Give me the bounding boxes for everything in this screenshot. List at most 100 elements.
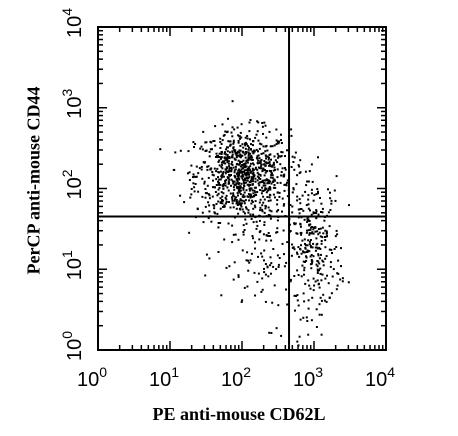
scatter-point: [262, 195, 265, 198]
scatter-point: [242, 210, 245, 213]
scatter-point: [318, 282, 320, 285]
scatter-point: [245, 174, 248, 177]
scatter-point: [304, 244, 307, 247]
scatter-point: [283, 253, 285, 256]
scatter-point: [269, 188, 272, 191]
scatter-point: [255, 227, 258, 230]
scatter-point: [251, 172, 254, 175]
scatter-point: [271, 176, 274, 179]
scatter-point: [277, 304, 280, 307]
scatter-point: [291, 205, 294, 208]
scatter-point: [284, 168, 287, 171]
scatter-point: [312, 228, 315, 231]
scatter-point: [187, 172, 189, 175]
scatter-point: [276, 181, 279, 184]
scatter-point: [253, 150, 256, 153]
scatter-point: [213, 211, 216, 214]
scatter-point: [265, 187, 267, 190]
scatter-point: [254, 136, 257, 139]
scatter-point: [212, 179, 214, 182]
scatter-point: [238, 172, 241, 175]
scatter-point: [257, 272, 260, 275]
scatter-point: [307, 307, 310, 310]
scatter-point: [320, 313, 323, 316]
scatter-point: [254, 206, 257, 209]
scatter-point: [238, 178, 241, 181]
scatter-point: [233, 171, 236, 174]
scatter-point: [283, 203, 286, 206]
scatter-point: [272, 265, 275, 268]
scatter-point: [238, 151, 241, 154]
scatter-point: [244, 141, 247, 144]
scatter-point: [252, 144, 254, 147]
scatter-point: [310, 246, 313, 249]
scatter-point: [303, 273, 305, 276]
scatter-point: [220, 191, 223, 194]
scatter-point: [265, 136, 268, 139]
scatter-point: [217, 182, 220, 185]
scatter-point: [215, 184, 218, 186]
scatter-point: [228, 156, 231, 159]
scatter-point: [211, 148, 213, 151]
scatter-point: [208, 257, 211, 260]
scatter-point: [268, 182, 271, 185]
scatter-point: [273, 155, 276, 158]
scatter-point: [316, 247, 319, 250]
scatter-point: [243, 169, 246, 172]
scatter-point: [219, 183, 221, 186]
scatter-point: [250, 170, 253, 173]
scatter-point: [218, 186, 221, 189]
scatter-point: [293, 156, 296, 159]
scatter-point: [308, 220, 311, 222]
scatter-point: [265, 205, 267, 208]
scatter-point: [239, 203, 242, 206]
scatter-point: [254, 191, 257, 194]
scatter-point: [306, 244, 309, 247]
scatter-point: [246, 137, 249, 140]
scatter-point: [258, 219, 261, 222]
scatter-point: [233, 188, 236, 191]
scatter-point: [202, 130, 205, 133]
scatter-point: [306, 180, 309, 183]
scatter-point: [290, 134, 293, 137]
scatter-point: [244, 166, 247, 169]
scatter-point: [260, 158, 263, 161]
scatter-point: [251, 183, 254, 186]
scatter-point: [226, 154, 229, 156]
scatter-point: [214, 191, 217, 193]
scatter-point: [247, 269, 250, 272]
scatter-point: [286, 303, 289, 306]
scatter-point: [314, 212, 317, 214]
scatter-point: [251, 158, 254, 161]
scatter-point: [324, 239, 327, 242]
scatter-point: [291, 155, 294, 158]
scatter-point: [245, 169, 248, 172]
scatter-point: [293, 223, 296, 226]
scatter-point: [239, 165, 242, 168]
scatter-point: [255, 186, 257, 189]
scatter-point: [251, 156, 253, 159]
scatter-point: [284, 167, 286, 169]
scatter-point: [188, 179, 191, 181]
scatter-point: [230, 131, 233, 134]
scatter-point: [274, 196, 276, 199]
scatter-point: [307, 194, 310, 197]
scatter-point: [273, 166, 276, 169]
scatter-point: [259, 189, 262, 191]
scatter-point: [272, 193, 275, 196]
scatter-point: [302, 292, 305, 295]
scatter-point: [329, 261, 332, 264]
scatter-point: [236, 172, 238, 175]
scatter-point: [212, 186, 214, 189]
scatter-point: [214, 186, 216, 189]
scatter-point: [238, 191, 241, 194]
scatter-point: [234, 158, 237, 161]
scatter-point: [303, 218, 306, 221]
scatter-point: [216, 194, 219, 197]
y-tick-label: 101: [59, 250, 86, 280]
scatter-point: [206, 168, 209, 171]
scatter-point: [252, 221, 255, 224]
scatter-point: [263, 163, 266, 166]
scatter-point: [312, 212, 315, 215]
scatter-point: [272, 248, 275, 250]
